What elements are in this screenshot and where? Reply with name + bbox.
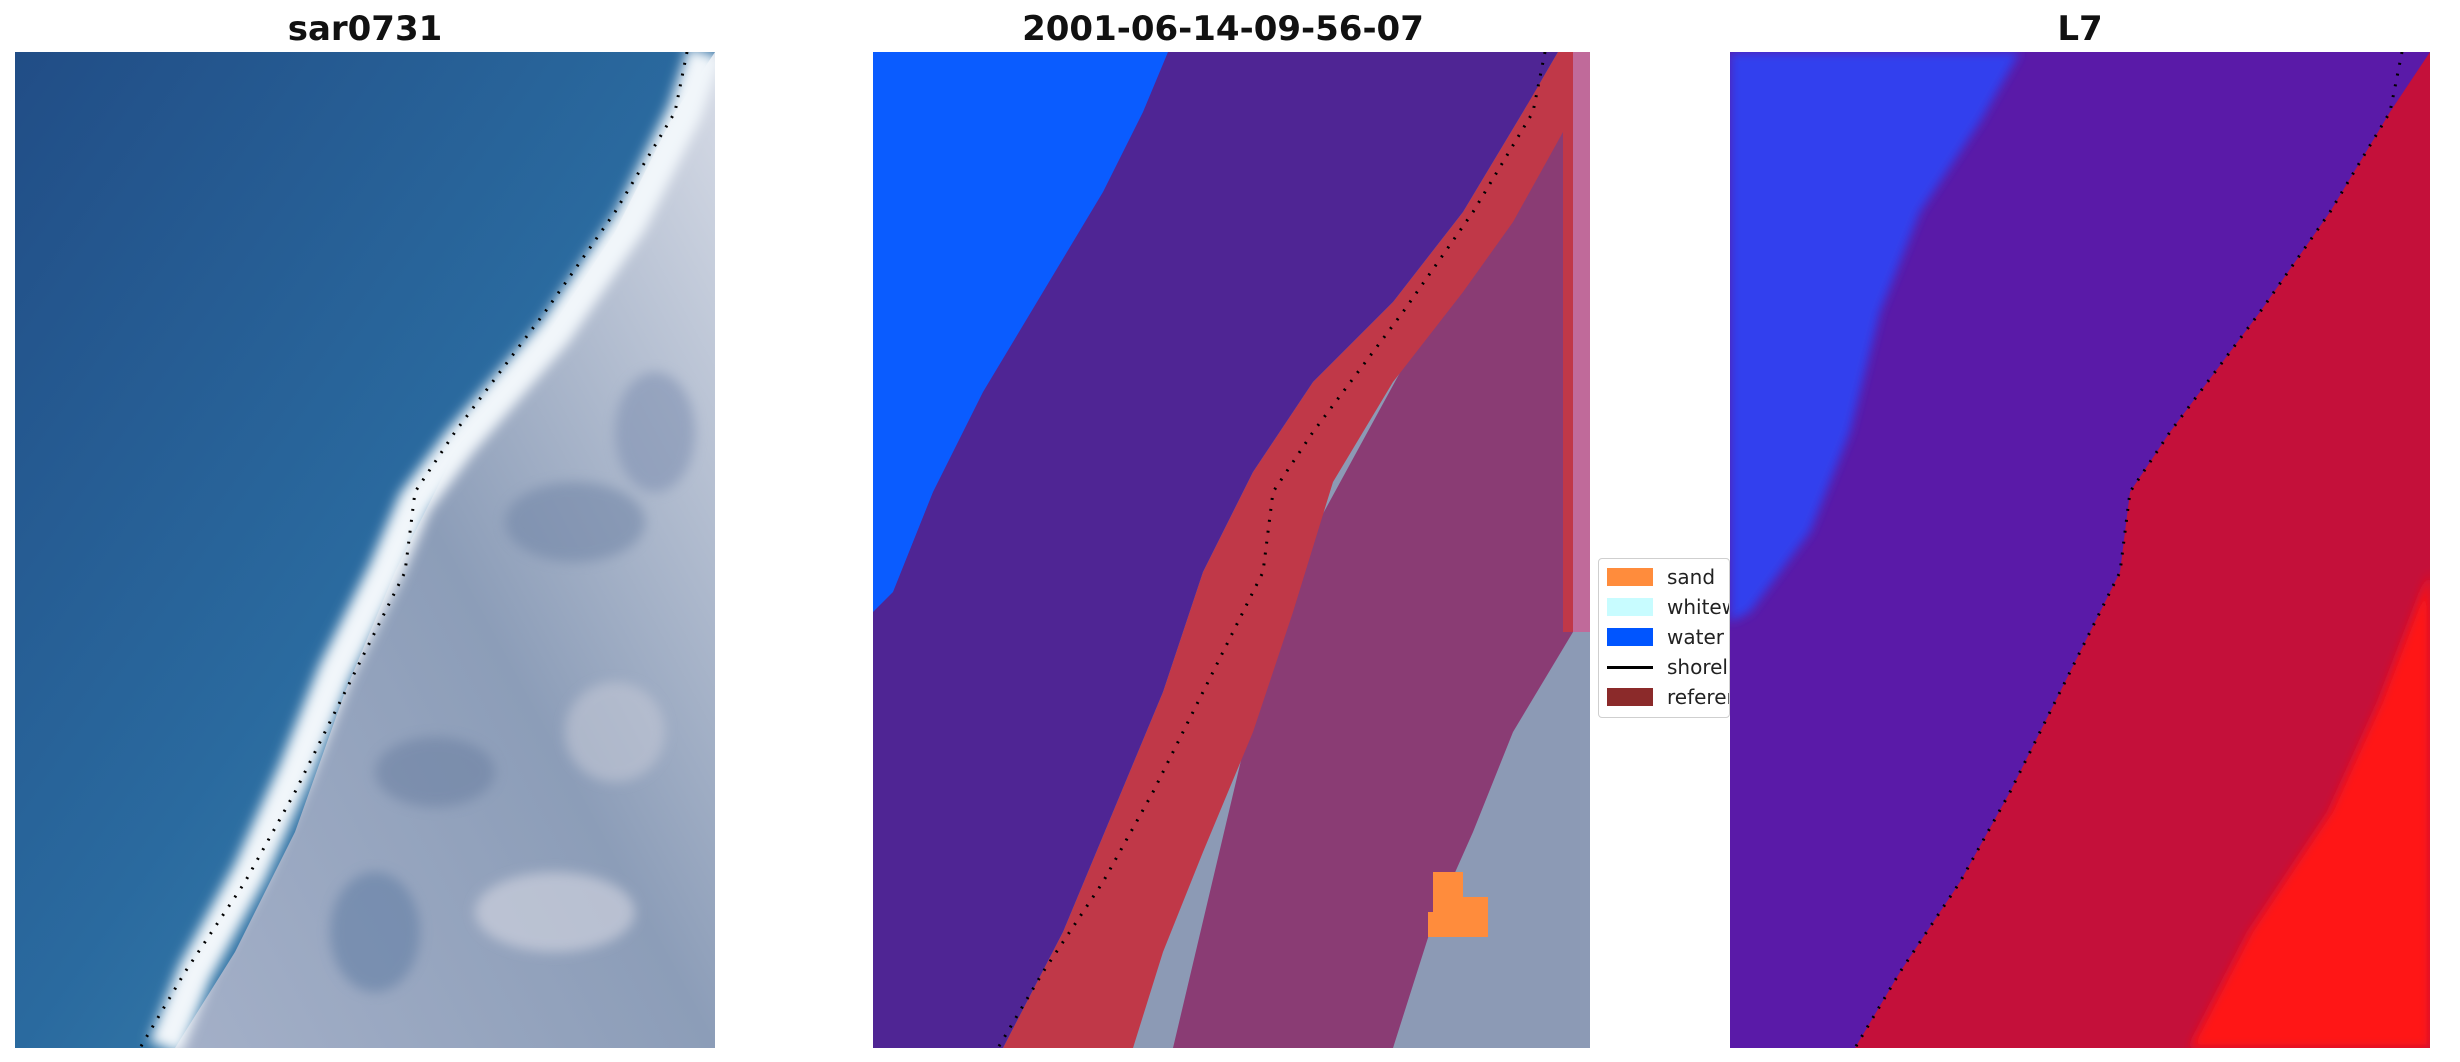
legend-label-shoreline: shoreline	[1667, 655, 1729, 679]
reference-shoreline-swatch	[1607, 688, 1653, 706]
legend-item-sand: sand	[1607, 563, 1715, 591]
panel-title-rgb: sar0731	[287, 9, 443, 49]
legend-item-shoreline: shoreline	[1607, 653, 1729, 681]
land-texture	[330, 372, 695, 992]
rgb-image-panel	[15, 52, 715, 1048]
legend-label-water: water	[1667, 625, 1724, 649]
sand-swatch	[1607, 568, 1653, 586]
classified-image-panel	[873, 52, 1590, 1048]
probability-image	[1730, 52, 2430, 1048]
sand-class-patch	[1428, 872, 1488, 937]
legend-label-reference-shoreline: reference shoreline	[1667, 685, 1729, 709]
shoreline-dotted	[1853, 52, 2404, 1048]
whitewater-swatch	[1607, 598, 1653, 616]
classified-image	[873, 52, 1590, 1048]
edge-strip	[1573, 52, 1590, 632]
shore-class-region	[1003, 52, 1573, 1048]
panel-title-probability: L7	[2057, 9, 2103, 49]
shoreline-dotted	[996, 52, 1547, 1048]
water-swatch	[1607, 628, 1653, 646]
shoreline-dotted	[138, 52, 689, 1048]
legend-item-water: water	[1607, 623, 1724, 651]
legend-item-reference-shoreline: reference shoreline	[1607, 683, 1729, 711]
probability-image-panel	[1730, 52, 2430, 1048]
high-probability-region	[1855, 52, 2430, 1048]
surf-band	[149, 52, 715, 1048]
water-class-region	[873, 52, 1168, 612]
low-probability-region	[1730, 52, 2020, 622]
land-tinted-region	[1173, 52, 1573, 1048]
shoreline-line-swatch	[1607, 665, 1653, 669]
very-high-probability-region	[2190, 572, 2430, 1048]
rgb-image	[15, 52, 715, 1048]
legend-label-sand: sand	[1667, 565, 1716, 589]
other-class-region	[873, 52, 1558, 1048]
panel-title-classified: 2001-06-14-09-56-07	[1022, 9, 1424, 49]
